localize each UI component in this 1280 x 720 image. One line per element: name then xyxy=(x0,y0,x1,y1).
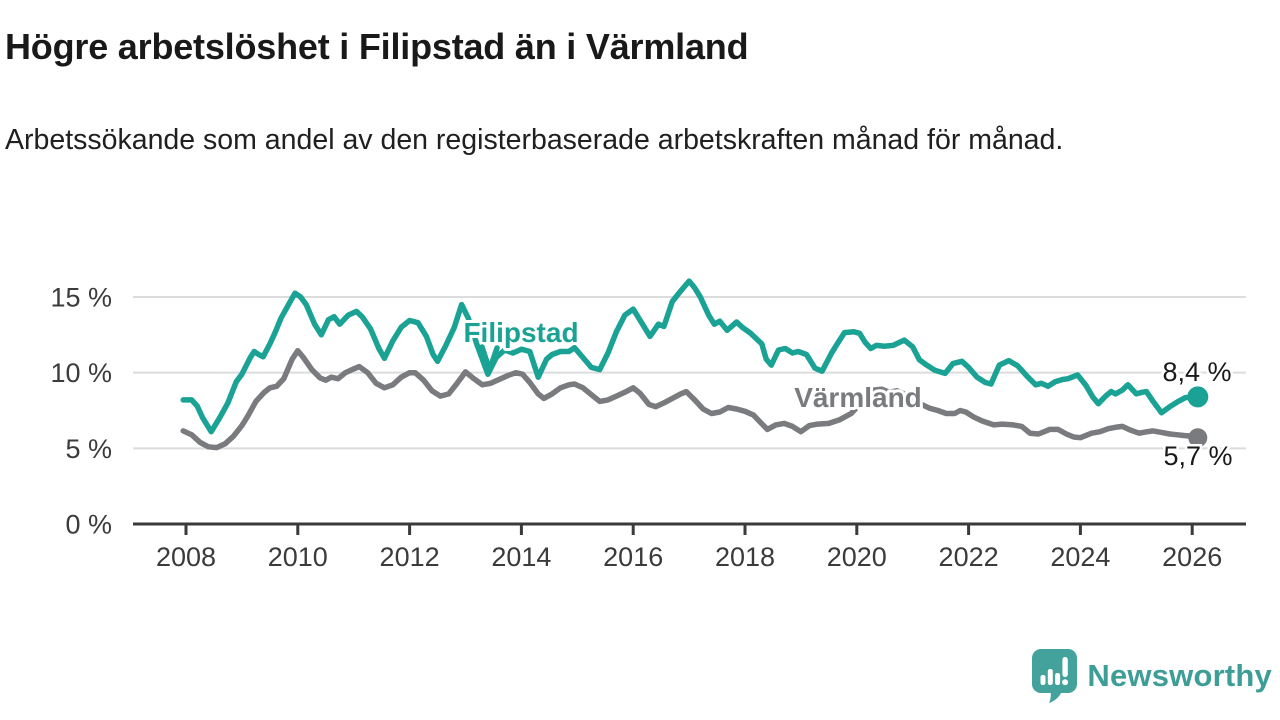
x-tick-label: 2020 xyxy=(827,542,887,572)
x-tick-label: 2016 xyxy=(603,542,663,572)
filipstad-line xyxy=(180,278,1201,435)
filipstad-arrow-icon xyxy=(479,344,500,373)
y-tick-label: 0 % xyxy=(65,510,112,540)
x-tick-label: 2024 xyxy=(1050,542,1110,572)
x-tick-label: 2022 xyxy=(939,542,999,572)
chart-subtitle: Arbetssökande som andel av den registerb… xyxy=(5,124,1064,156)
y-tick-label: 5 % xyxy=(65,434,112,464)
x-tick-label: 2018 xyxy=(715,542,775,572)
filipstad-end-value-label: 8,4 % xyxy=(1162,357,1231,387)
x-tick-label: 2008 xyxy=(156,542,216,572)
page-title: Högre arbetslöshet i Filipstad än i Värm… xyxy=(5,26,749,67)
newsworthy-brand-text: Newsworthy xyxy=(1087,657,1272,693)
x-tick-label: 2014 xyxy=(491,542,551,572)
x-tick-label: 2012 xyxy=(380,542,440,572)
newsworthy-logo-icon xyxy=(1032,649,1078,703)
y-tick-label: 15 % xyxy=(50,283,112,313)
varmland-series-label: Värmland xyxy=(794,382,922,413)
x-tick-label: 2026 xyxy=(1162,542,1222,572)
varmland-end-dot xyxy=(1188,428,1208,448)
filipstad-series-label: Filipstad xyxy=(463,317,578,348)
varmland-line xyxy=(180,347,1201,451)
varmland-end-value-label: 5,7 % xyxy=(1163,441,1232,471)
newsworthy-logo: Newsworthy xyxy=(1030,647,1272,704)
y-tick-label: 10 % xyxy=(50,358,112,388)
x-tick-label: 2010 xyxy=(268,542,328,572)
filipstad-end-dot xyxy=(1187,386,1209,408)
